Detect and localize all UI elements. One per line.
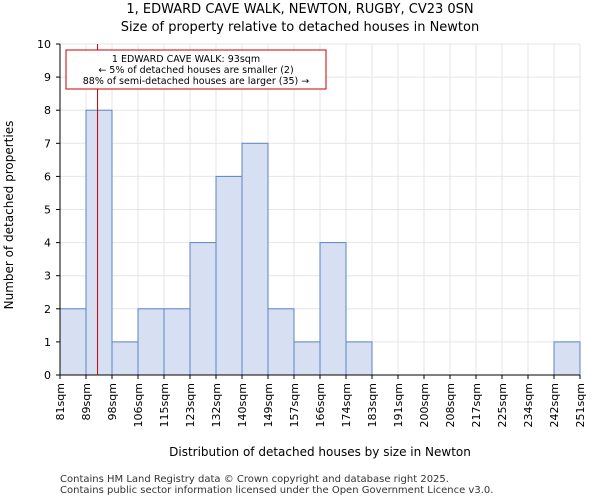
bar-98sqm bbox=[111, 341, 139, 376]
bar-132sqm bbox=[215, 175, 243, 376]
x-tick-label-251sqm: 251sqm bbox=[574, 383, 587, 427]
annotation-rect bbox=[65, 49, 327, 90]
y-tick-label-1: 1 bbox=[44, 336, 51, 349]
bar-242sqm bbox=[553, 341, 581, 376]
x-tick-label-166sqm: 166sqm bbox=[314, 383, 327, 427]
y-tick-label-8: 8 bbox=[44, 104, 51, 117]
x-tick-label-81sqm: 81sqm bbox=[54, 383, 67, 420]
x-tick-label-98sqm: 98sqm bbox=[106, 383, 119, 420]
bar-149sqm bbox=[267, 308, 295, 376]
x-tick-label-89sqm: 89sqm bbox=[80, 383, 93, 420]
x-tick-label-149sqm: 149sqm bbox=[262, 383, 275, 427]
y-ticks: 0 1 2 3 4 5 6 7 8 9 10 bbox=[37, 38, 60, 382]
x-tick-label-242sqm: 242sqm bbox=[548, 383, 561, 427]
annotation-box: 1 EDWARD CAVE WALK: 93sqm ← 5% of detach… bbox=[65, 49, 327, 90]
bar-157sqm bbox=[293, 341, 321, 376]
bar-115sqm bbox=[163, 308, 191, 376]
annotation-line-1: 1 EDWARD CAVE WALK: 93sqm bbox=[112, 54, 260, 65]
annotation-line-3: 88% of semi-detached houses are larger (… bbox=[83, 76, 310, 87]
y-tick-label-6: 6 bbox=[44, 170, 51, 183]
x-ticks: 81sqm 89sqm 98sqm 106sqm 115sqm 123sqm 132sqm 1… bbox=[54, 375, 587, 427]
bars bbox=[59, 109, 581, 376]
chart-subtitle: Size of property relative to detached ho… bbox=[120, 20, 480, 35]
x-tick-label-200sqm: 200sqm bbox=[418, 383, 431, 427]
x-tick-label-123sqm: 123sqm bbox=[184, 383, 197, 427]
y-tick-label-4: 4 bbox=[44, 237, 51, 250]
chart-title: 1, EDWARD CAVE WALK, NEWTON, RUGBY, CV23… bbox=[126, 2, 474, 17]
y-axis-label: Number of detached properties bbox=[2, 121, 16, 310]
y-tick-label-5: 5 bbox=[44, 204, 51, 217]
x-tick-label-234sqm: 234sqm bbox=[522, 383, 535, 427]
y-tick-label-7: 7 bbox=[44, 137, 51, 150]
bar-81sqm bbox=[59, 308, 87, 376]
footer-line-2: Contains public sector information licen… bbox=[60, 485, 494, 496]
x-tick-label-217sqm: 217sqm bbox=[470, 383, 483, 427]
x-tick-label-132sqm: 132sqm bbox=[210, 383, 223, 427]
x-tick-label-157sqm: 157sqm bbox=[288, 383, 301, 427]
x-tick-label-174sqm: 174sqm bbox=[340, 383, 353, 427]
x-tick-label-208sqm: 208sqm bbox=[444, 383, 457, 427]
bar-123sqm bbox=[189, 242, 217, 376]
y-tick-label-9: 9 bbox=[44, 71, 51, 84]
y-tick-label-10: 10 bbox=[37, 38, 51, 51]
x-tick-label-183sqm: 183sqm bbox=[366, 383, 379, 427]
bar-166sqm bbox=[319, 242, 347, 376]
y-tick-label-3: 3 bbox=[44, 270, 51, 283]
bar-106sqm bbox=[137, 308, 165, 376]
x-tick-label-225sqm: 225sqm bbox=[496, 383, 509, 427]
x-tick-label-140sqm: 140sqm bbox=[236, 383, 249, 427]
bar-140sqm bbox=[241, 142, 269, 376]
x-tick-label-115sqm: 115sqm bbox=[158, 383, 171, 427]
y-tick-label-2: 2 bbox=[44, 303, 51, 316]
y-tick-label-0: 0 bbox=[44, 369, 51, 382]
x-tick-label-106sqm: 106sqm bbox=[132, 383, 145, 427]
x-axis-label: Distribution of detached houses by size … bbox=[169, 445, 471, 459]
annotation-line-2: ← 5% of detached houses are smaller (2) bbox=[98, 65, 293, 76]
bar-174sqm bbox=[345, 341, 373, 376]
footer-line-1: Contains HM Land Registry data © Crown c… bbox=[60, 474, 449, 485]
x-tick-label-191sqm: 191sqm bbox=[392, 383, 405, 427]
bar-89sqm bbox=[85, 109, 113, 376]
